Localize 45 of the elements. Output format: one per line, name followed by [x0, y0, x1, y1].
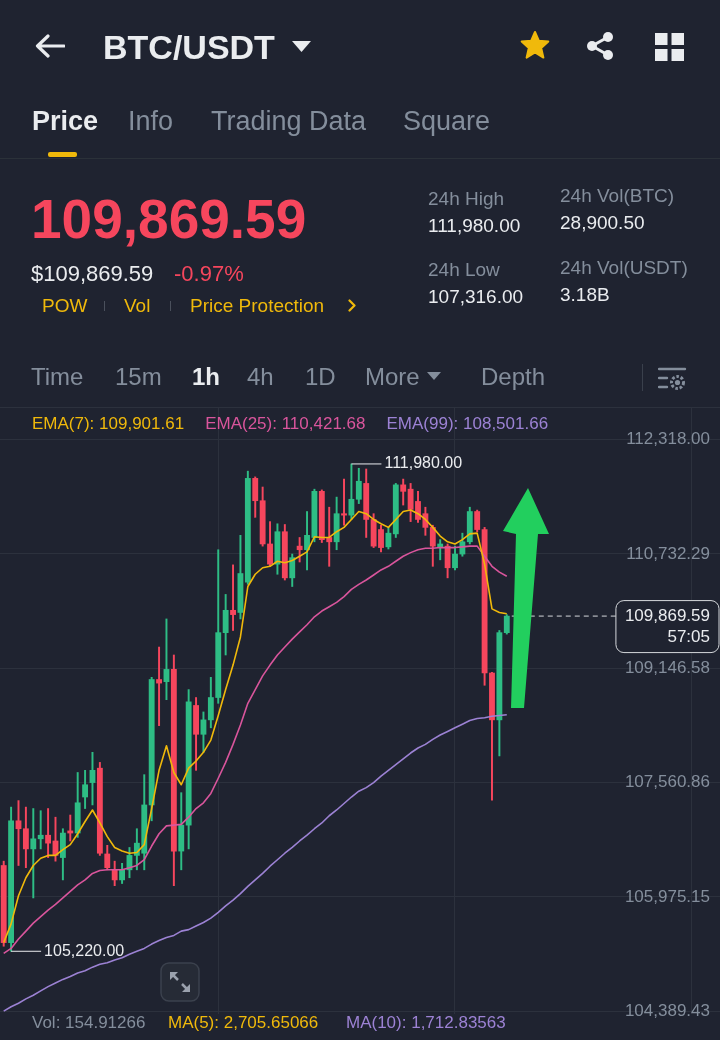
annotation: MA(10): 1,712.83563: [346, 1013, 506, 1032]
text: 28,900.50: [560, 212, 645, 233]
text: EMA(25): 110,421.68: [205, 414, 366, 433]
text: 4h: [247, 363, 274, 390]
text: 1D: [305, 363, 336, 390]
text: POW: [42, 295, 88, 316]
y-tick-label: 104,389.43: [624, 1000, 710, 1020]
text: Trading Data: [211, 106, 367, 136]
chart-title: BTC/USDT: [103, 28, 275, 66]
text: Info: [128, 106, 174, 136]
text: -0.97%: [174, 261, 244, 286]
text: Depth: [481, 363, 546, 390]
annotation: 111,980.00: [384, 454, 463, 472]
ref-line-label: 109,869.59 57:05: [624, 605, 710, 646]
candlestick: [230, 564, 236, 631]
y-tick-label: 105,975.15: [624, 886, 710, 906]
candlestick: [37, 810, 44, 850]
text: 24h Vol(BTC): [560, 185, 675, 206]
text: 107,316.00: [428, 286, 524, 307]
text: $109,869.59: [31, 261, 154, 286]
text: 24h Vol(USDT): [560, 257, 688, 278]
y-tick-label: 107,560.86: [624, 772, 710, 792]
text: Vol: [124, 295, 151, 316]
text: Price Protection: [190, 295, 325, 316]
text: Price: [32, 106, 99, 136]
text: EMA(7): 109,901.61: [32, 414, 185, 433]
annotation: MA(5): 2,705.65066: [168, 1013, 319, 1032]
text: EMA(99): 108,501.66: [386, 414, 549, 433]
annotation: Vol: 154.91266: [32, 1013, 146, 1032]
text: Time: [31, 363, 84, 390]
text: 3.18B: [560, 284, 610, 305]
annotation: 105,220.00: [44, 941, 125, 959]
text: 15m: [115, 363, 162, 390]
candlestick: [156, 646, 162, 726]
text: 24h High: [428, 188, 505, 209]
text: 24h Low: [428, 259, 500, 280]
text: 111,980.00: [428, 215, 521, 236]
y-tick-label: 110,732.29: [626, 543, 710, 563]
candlestick: [341, 478, 347, 526]
text: Square: [403, 106, 491, 136]
text: 109,869.59: [31, 188, 307, 250]
y-tick-label: 112,318.00: [626, 429, 710, 449]
text: 1h: [192, 363, 221, 390]
y-tick-label: 109,146.58: [624, 657, 710, 677]
text: More: [365, 363, 420, 390]
